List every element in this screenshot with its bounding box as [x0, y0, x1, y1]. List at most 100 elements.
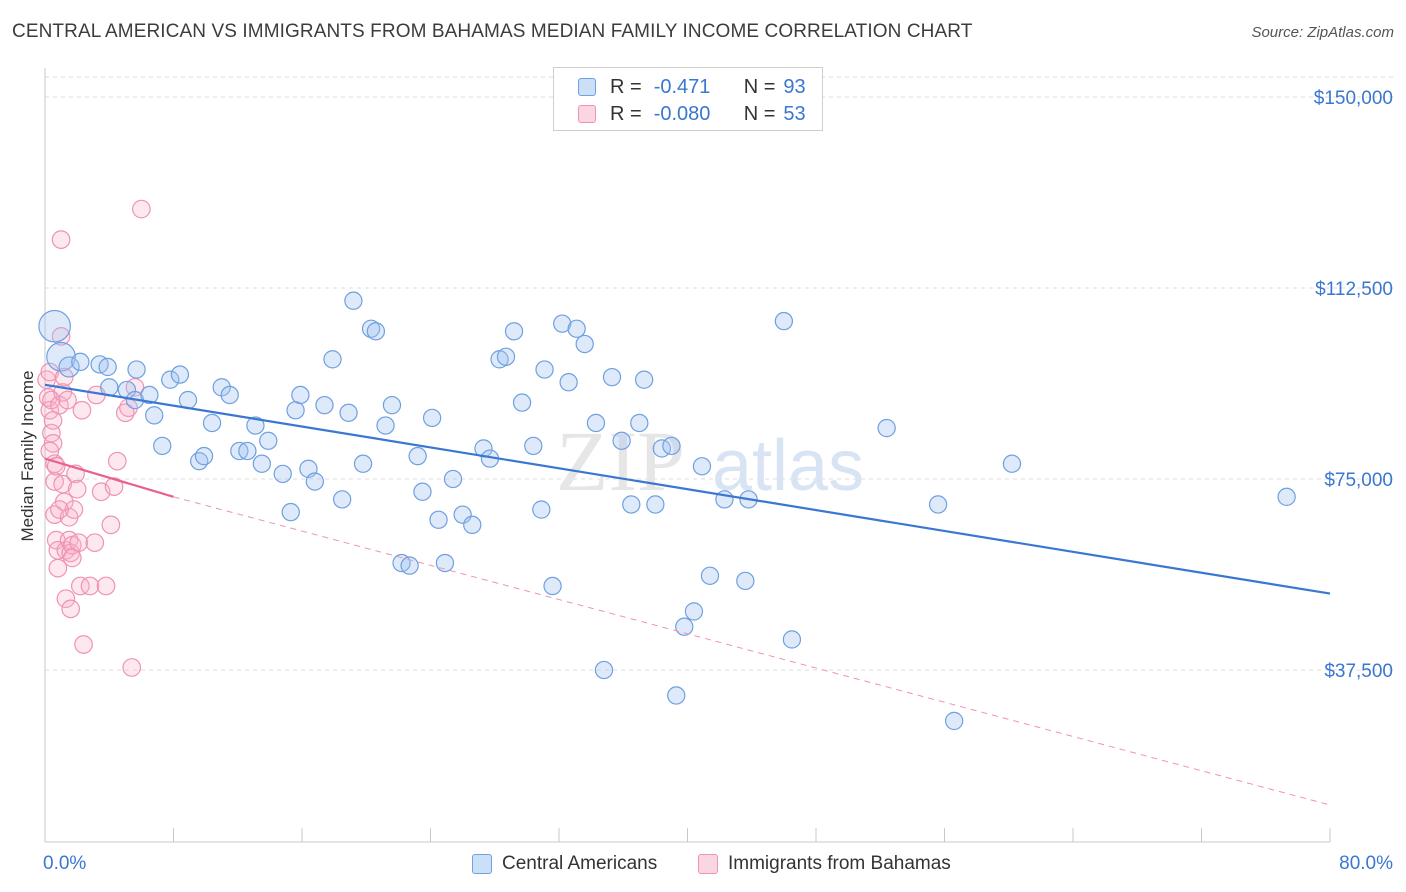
data-point-central-americans — [453, 505, 472, 524]
data-point-central-americans — [38, 309, 71, 343]
data-point-central-americans — [161, 370, 180, 389]
data-point-central-americans — [344, 291, 363, 310]
data-point-bahamas — [80, 576, 100, 596]
data-point-bahamas — [74, 635, 93, 654]
data-point-central-americans — [246, 416, 265, 435]
legend-n-label: N = — [743, 75, 776, 98]
data-point-bahamas — [62, 548, 82, 568]
data-point-bahamas — [51, 230, 71, 249]
data-point-central-americans — [463, 515, 482, 535]
data-point-central-americans — [1277, 487, 1296, 506]
data-point-bahamas — [96, 576, 116, 596]
data-point-bahamas — [67, 479, 87, 499]
data-point-central-americans — [366, 322, 386, 341]
data-point-central-americans — [291, 385, 310, 405]
data-point-central-americans — [496, 347, 516, 366]
data-point-bahamas — [58, 390, 77, 410]
legend-r-label: R = — [610, 75, 642, 98]
data-point-central-americans — [382, 395, 402, 415]
data-point-central-americans — [422, 408, 442, 428]
data-point-central-americans — [524, 436, 543, 456]
y-tick-label: $37,500 — [1324, 661, 1393, 682]
y-tick-label: $150,000 — [1314, 88, 1393, 109]
data-point-central-americans — [512, 393, 532, 412]
data-point-central-americans — [429, 510, 448, 529]
legend-row-central-americans: R = -0.471 N = 93 — [578, 74, 806, 100]
y-tick-label: $75,000 — [1324, 470, 1393, 491]
data-point-central-americans — [662, 436, 681, 456]
trend-line-bahamas — [44, 457, 174, 498]
data-point-central-americans — [71, 352, 90, 372]
data-point-central-americans — [286, 401, 305, 420]
axes — [44, 68, 1331, 843]
watermark-zip: ZIP — [556, 413, 685, 509]
data-point-central-americans — [353, 454, 373, 473]
data-point-central-americans — [612, 431, 631, 450]
data-point-central-americans — [339, 403, 358, 422]
data-point-central-americans — [315, 395, 334, 415]
data-point-bahamas — [51, 327, 71, 346]
data-point-bahamas — [56, 589, 76, 609]
legend-r-value: -0.471 — [653, 75, 711, 98]
data-point-central-americans — [602, 367, 622, 387]
legend-swatch-blue — [578, 78, 596, 96]
data-point-bahamas — [40, 441, 60, 461]
data-point-central-americans — [202, 413, 222, 433]
legend-swatch-pink — [698, 854, 718, 874]
data-point-central-americans — [622, 495, 641, 514]
bottom-legend-bahamas: Immigrants from Bahamas — [698, 852, 951, 876]
data-point-central-americans — [535, 360, 554, 379]
data-point-central-americans — [630, 413, 649, 433]
data-point-central-americans — [170, 365, 190, 384]
watermark-atlas: atlas — [712, 426, 864, 506]
bottom-legend-central-americans: Central Americans — [472, 852, 657, 876]
data-point-bahamas — [85, 533, 105, 553]
legend-label-bahamas: Immigrants from Bahamas — [728, 853, 951, 874]
data-point-bahamas — [50, 500, 69, 519]
data-point-central-americans — [928, 495, 948, 514]
trend-lines — [44, 383, 1331, 806]
legend-n-value: 93 — [783, 75, 806, 98]
legend-row-bahamas: R = -0.080 N = 53 — [578, 101, 806, 127]
data-point-central-americans — [140, 385, 159, 405]
legend-swatch-pink — [578, 105, 596, 123]
data-point-central-americans — [273, 464, 292, 484]
data-point-central-americans — [532, 500, 551, 519]
trend-line-central-americans — [44, 383, 1331, 595]
chart-title: CENTRAL AMERICAN VS IMMIGRANTS FROM BAHA… — [12, 21, 973, 42]
data-point-central-americans — [400, 556, 419, 575]
gridlines — [45, 76, 1395, 671]
legend-n-value: 53 — [783, 102, 806, 125]
data-point-central-americans — [553, 314, 572, 333]
data-point-bahamas — [61, 599, 81, 619]
chart-source: Source: ZipAtlas.com — [1251, 24, 1394, 41]
watermark: ZIP atlas — [556, 413, 864, 509]
series-central-americans-points — [38, 291, 1296, 731]
data-point-central-americans — [305, 472, 325, 491]
data-point-central-americans — [594, 660, 614, 680]
trend-line-bahamas-dashed — [173, 496, 1331, 806]
data-point-central-americans — [46, 341, 76, 372]
legend-n-label: N = — [743, 102, 776, 125]
data-point-central-americans — [774, 311, 794, 331]
data-point-central-americans — [145, 406, 164, 425]
data-point-central-americans — [634, 370, 654, 389]
data-point-central-americans — [332, 490, 352, 509]
data-point-central-americans — [238, 441, 257, 461]
y-tick-label: $112,500 — [1315, 279, 1393, 300]
data-point-central-americans — [567, 319, 586, 338]
data-point-central-americans — [259, 431, 278, 450]
series-bahamas-points — [37, 199, 151, 677]
data-point-central-americans — [194, 446, 214, 466]
data-point-central-americans — [504, 322, 524, 341]
data-point-bahamas — [101, 515, 121, 535]
data-point-central-americans — [646, 495, 665, 514]
data-point-bahamas — [70, 576, 90, 596]
data-point-central-americans — [559, 373, 578, 392]
data-point-central-americans — [675, 617, 694, 636]
data-point-central-americans — [944, 711, 964, 731]
data-point-central-americans — [586, 413, 606, 433]
data-point-bahamas — [72, 400, 92, 420]
data-point-central-americans — [252, 454, 272, 473]
